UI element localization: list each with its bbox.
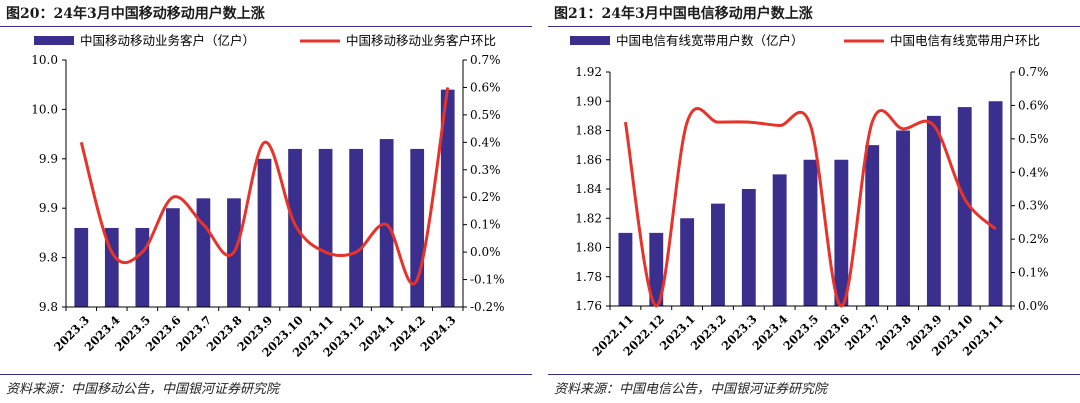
y-left-tick-label: 10.0 [31,102,58,116]
title-divider [548,26,1080,27]
chart-left-svg: 中国移动移动业务客户（亿户） 中国移动移动业务客户环比 9.8 9.8 9.9 9.9 10… [31,33,505,360]
y-right-tick-label: 0.1% [470,218,501,232]
y-right-tick-label: -0.2% [470,300,505,314]
legend-label-bar: 中国移动移动业务客户（亿户） [80,33,255,48]
y-right-tick-label: 0.3% [1018,199,1049,213]
y-left-tick-label: 9.9 [39,201,58,215]
bar [896,130,910,306]
bar [618,232,633,306]
legend: 中国移动移动业务客户（亿户） 中国移动移动业务客户环比 [34,33,496,48]
y-right-tick-label: 0.3% [470,163,501,177]
y-left-tick-label: 1.82 [575,211,602,225]
bar [74,227,89,307]
legend: 中国电信有线宽带用户数（亿户） 中国电信有线宽带用户环比 [570,33,1040,48]
bar [803,159,818,306]
legend-label-line: 中国电信有线宽带用户环比 [890,33,1040,48]
y-right-tick-label: 0.0% [1018,299,1049,313]
y-left-tick-label: 9.9 [39,152,58,166]
legend-label-bar: 中国电信有线宽带用户数（亿户） [616,33,804,48]
bar [988,101,1003,306]
y-left-tick-label: 1.78 [575,270,602,284]
bar [196,198,211,307]
bar [711,203,725,306]
y-right-tick-label: 0.7% [1018,65,1049,79]
y-right-tick-label: 0.5% [470,108,501,122]
bar [772,174,787,306]
y-right-tick-label: 0.6% [470,80,501,94]
y-right-tick-label: 0.6% [1018,98,1049,112]
legend-swatch-bar [570,36,610,45]
y-left-tick-label: 1.84 [575,182,602,196]
source-divider [548,374,1080,375]
chart-panel-left: 图20：24年3月中国移动移动用户数上涨 中国移动移动业务客户（亿户） 中国移动移… [0,0,532,403]
bar [379,139,394,307]
bar [834,159,849,306]
source-note: 资料来源：中国电信公告，中国银河证券研究院 [554,382,828,397]
y-right-tick-label: 0.2% [1018,232,1049,246]
y-right-tick-label: 0.7% [470,53,501,67]
bar [166,208,180,307]
bar [288,148,302,307]
series-line [623,107,997,308]
y-right-tick-label: 0.1% [1018,266,1049,280]
y-right-tick-label: 0.5% [1018,132,1049,146]
bar [440,89,455,307]
y-left-tick-label: 1.90 [575,94,602,108]
bar [680,218,695,306]
source-note: 资料来源：中国移动公告，中国银河证券研究院 [6,382,280,397]
chart-panel-right: 图21：24年3月中国电信移动用户数上涨 中国电信有线宽带用户数（亿户） 中国电信… [548,0,1080,403]
bar [926,115,941,306]
y-left-tick-label: 10.0 [31,53,58,67]
bar [349,148,363,307]
bar [741,189,756,306]
bar [257,158,272,307]
series-line [79,87,450,286]
y-right-tick-label: 0.4% [470,135,501,149]
y-left-tick-label: 9.8 [39,251,58,265]
y-left-tick-label: 1.76 [575,299,602,313]
chart-right-svg: 中国电信有线宽带用户数（亿户） 中国电信有线宽带用户环比 1.76 1.78 1.80 1… [570,33,1049,359]
legend-swatch-bar [34,36,74,45]
y-left-tick-label: 9.8 [39,300,58,314]
bar [957,107,972,306]
legend-label-line: 中国移动移动业务客户环比 [346,33,496,48]
bar [135,227,150,307]
y-right-tick-label: 0.4% [1018,165,1049,179]
y-left-tick-label: 1.86 [575,153,602,167]
bar [649,232,664,306]
title-divider [0,26,532,27]
y-left-tick-label: 1.88 [575,124,602,138]
y-right-tick-label: 0.2% [470,190,501,204]
y-right-tick-label: 0.0% [470,245,501,259]
chart-title: 图21：24年3月中国电信移动用户数上涨 [554,6,813,22]
y-right-tick-label: -0.1% [470,273,505,287]
y-left-tick-label: 1.80 [575,241,602,255]
source-divider [0,374,532,375]
chart-title: 图20：24年3月中国移动移动用户数上涨 [6,6,265,22]
bar [318,148,333,307]
bar [865,145,880,306]
y-left-tick-label: 1.92 [575,65,602,79]
